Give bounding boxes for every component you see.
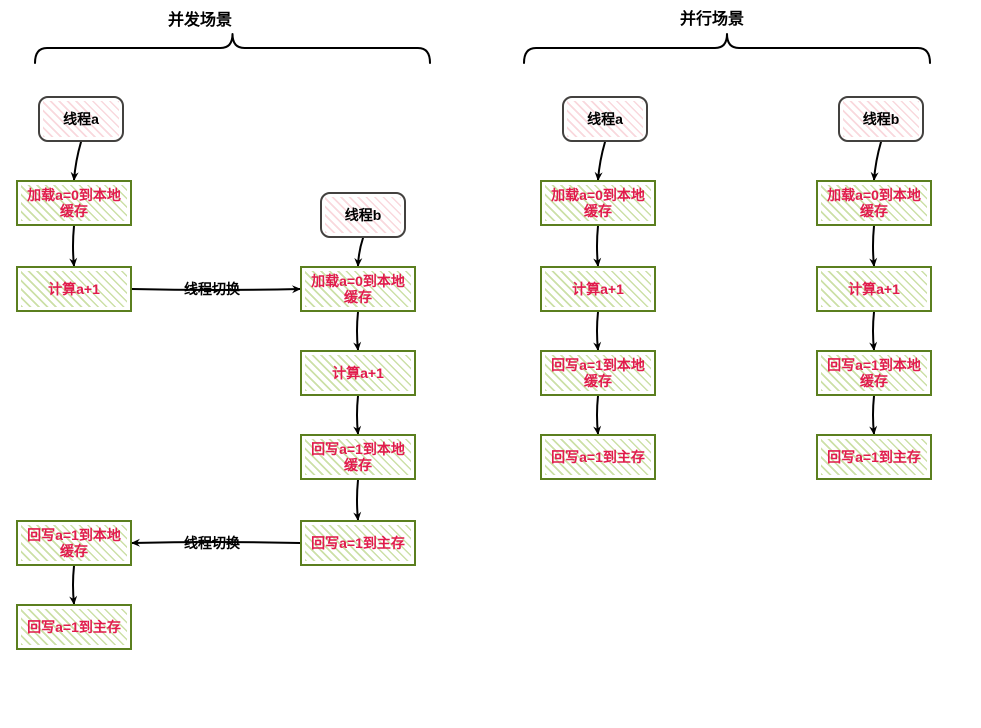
node-label: 回写a=1到主存 bbox=[27, 619, 121, 635]
node-label: 计算a+1 bbox=[48, 281, 100, 297]
node-label: 回写a=1到本地缓存 bbox=[308, 441, 408, 473]
node-R_loadA: 加载a=0到本地缓存 bbox=[540, 180, 656, 226]
node-label: 加载a=0到本地缓存 bbox=[24, 187, 124, 219]
node-R_threadA: 线程a bbox=[562, 96, 648, 142]
node-label: 回写a=1到主存 bbox=[551, 449, 645, 465]
arrow-L_wbLocalB-L_wbMainB bbox=[357, 480, 358, 520]
node-label: 加载a=0到本地缓存 bbox=[824, 187, 924, 219]
arrow-L_threadB-L_loadB bbox=[358, 238, 363, 266]
arrow-L_threadA-L_loadA bbox=[74, 142, 81, 180]
node-L_wbLocalB: 回写a=1到本地缓存 bbox=[300, 434, 416, 480]
edge-label-2: 线程切换 bbox=[184, 279, 240, 299]
arrow-R_threadA-R_loadA bbox=[598, 142, 605, 180]
node-label: 线程b bbox=[345, 207, 382, 223]
node-L_loadB: 加载a=0到本地缓存 bbox=[300, 266, 416, 312]
node-L_wbLocalA: 回写a=1到本地缓存 bbox=[16, 520, 132, 566]
brace-left bbox=[35, 34, 430, 63]
title-left-text: 并发场景 bbox=[168, 12, 232, 29]
node-R_wbLocalB: 回写a=1到本地缓存 bbox=[816, 350, 932, 396]
node-label: 计算a+1 bbox=[332, 365, 384, 381]
node-label: 线程b bbox=[863, 111, 900, 127]
node-R_loadB: 加载a=0到本地缓存 bbox=[816, 180, 932, 226]
arrow-R_calcB-R_wbLocalB bbox=[873, 312, 874, 350]
node-L_threadA: 线程a bbox=[38, 96, 124, 142]
node-label: 计算a+1 bbox=[572, 281, 624, 297]
arrow-R_loadA-R_calcA bbox=[597, 226, 598, 266]
diagram-stage: 并发场景 并行场景 线程a加载a=0到本地缓存计算a+1线程b加载a=0到本地缓… bbox=[0, 0, 981, 728]
node-R_calcB: 计算a+1 bbox=[816, 266, 932, 312]
arrow-L_loadA-L_calcA bbox=[73, 226, 74, 266]
node-R_wbMainA: 回写a=1到主存 bbox=[540, 434, 656, 480]
node-L_calcA: 计算a+1 bbox=[16, 266, 132, 312]
node-label: 线程a bbox=[587, 111, 623, 127]
node-L_wbMainA: 回写a=1到主存 bbox=[16, 604, 132, 650]
node-L_loadA: 加载a=0到本地缓存 bbox=[16, 180, 132, 226]
node-label: 回写a=1到主存 bbox=[311, 535, 405, 551]
arrow-R_wbLocalA-R_wbMainA bbox=[597, 396, 598, 434]
arrow-R_loadB-R_calcB bbox=[873, 226, 874, 266]
arrow-L_calcB-L_wbLocalB bbox=[357, 396, 358, 434]
node-R_threadB: 线程b bbox=[838, 96, 924, 142]
arrow-L_loadB-L_calcB bbox=[357, 312, 358, 350]
edge-label-7: 线程切换 bbox=[184, 533, 240, 553]
node-label: 回写a=1到本地缓存 bbox=[824, 357, 924, 389]
arrow-R_calcA-R_wbLocalA bbox=[597, 312, 598, 350]
node-label: 加载a=0到本地缓存 bbox=[308, 273, 408, 305]
node-label: 回写a=1到本地缓存 bbox=[548, 357, 648, 389]
node-R_wbLocalA: 回写a=1到本地缓存 bbox=[540, 350, 656, 396]
node-label: 回写a=1到本地缓存 bbox=[24, 527, 124, 559]
title-right: 并行场景 bbox=[680, 5, 744, 29]
node-R_wbMainB: 回写a=1到主存 bbox=[816, 434, 932, 480]
node-R_calcA: 计算a+1 bbox=[540, 266, 656, 312]
title-right-text: 并行场景 bbox=[680, 11, 744, 28]
arrow-R_threadB-R_loadB bbox=[874, 142, 881, 180]
node-label: 加载a=0到本地缓存 bbox=[548, 187, 648, 219]
arrow-R_wbLocalB-R_wbMainB bbox=[873, 396, 874, 434]
node-L_threadB: 线程b bbox=[320, 192, 406, 238]
node-label: 线程a bbox=[63, 111, 99, 127]
node-label: 计算a+1 bbox=[848, 281, 900, 297]
arrow-L_wbLocalA-L_wbMainA bbox=[73, 566, 74, 604]
node-L_wbMainB: 回写a=1到主存 bbox=[300, 520, 416, 566]
node-L_calcB: 计算a+1 bbox=[300, 350, 416, 396]
node-label: 回写a=1到主存 bbox=[827, 449, 921, 465]
title-left: 并发场景 bbox=[168, 6, 232, 30]
brace-right bbox=[524, 34, 930, 63]
